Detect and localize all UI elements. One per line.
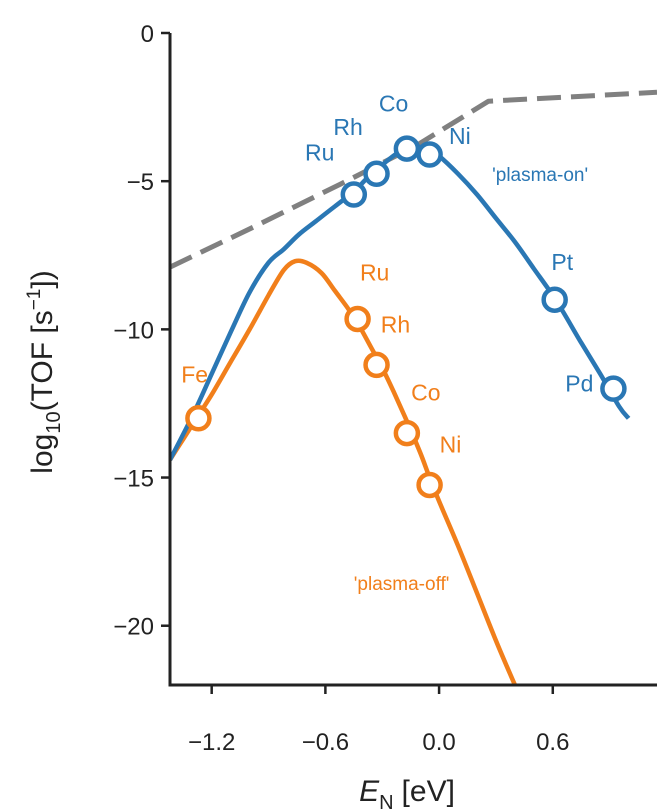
y-tick-label: −10	[113, 317, 154, 344]
point-label-plasma-off-rh: Rh	[381, 311, 410, 337]
series-annotation-plasma-off: 'plasma-off'	[354, 574, 450, 595]
x-tick-label: 0.6	[536, 729, 569, 756]
point-label-plasma-off-co: Co	[411, 379, 440, 405]
series-annotations-group: 'plasma-on' 'plasma-off'	[354, 165, 588, 595]
data-point-plasma-off-fe	[185, 405, 212, 432]
data-point-plasma-on-pd	[600, 375, 627, 402]
data-point-plasma-off-ru	[344, 305, 371, 333]
point-label-plasma-on-pd: Pd	[565, 371, 593, 397]
x-tick-label: −1.2	[188, 729, 235, 756]
point-label-plasma-on-ru: Ru	[305, 139, 334, 165]
data-point-plasma-on-ni	[416, 141, 443, 168]
point-label-plasma-off-ru: Ru	[360, 259, 389, 285]
point-label-plasma-off-ni: Ni	[440, 431, 462, 457]
y-tick-label: −20	[113, 614, 154, 641]
point-label-plasma-on-ni: Ni	[449, 123, 471, 149]
point-label-plasma-on-rh: Rh	[333, 114, 362, 140]
plasma-off-group	[170, 258, 517, 685]
series-line-plasma-off	[170, 258, 517, 685]
data-point-plasma-on-pt	[541, 286, 568, 313]
data-point-plasma-on-co	[393, 135, 421, 162]
series-annotation-plasma-on: 'plasma-on'	[492, 165, 588, 186]
x-axis-title: EN [eV]	[359, 775, 455, 811]
axes-group	[168, 33, 657, 687]
series-line-limit	[170, 89, 657, 270]
data-point-plasma-off-ni	[416, 471, 443, 499]
y-tick-label: −15	[113, 466, 154, 493]
x-tick-label: 0.0	[422, 729, 455, 756]
data-point-plasma-on-rh	[363, 160, 390, 188]
data-point-plasma-off-co	[393, 419, 421, 447]
ticks-group: 0 −5 −10 −15 −20 −1.2 −0.6 0.0 0.6	[113, 21, 569, 756]
point-label-plasma-off-fe: Fe	[181, 362, 208, 388]
y-axis-title: log10(TOF [s−1])	[24, 270, 65, 473]
y-tick-label: 0	[141, 21, 154, 48]
y-tick-label: −5	[127, 169, 154, 196]
point-label-plasma-on-pt: Pt	[551, 249, 573, 275]
x-tick-label: −0.6	[302, 729, 349, 756]
data-points-group	[185, 135, 627, 499]
limit-line-group	[170, 89, 657, 270]
point-label-plasma-on-co: Co	[379, 91, 408, 117]
data-point-plasma-off-rh	[363, 351, 390, 379]
data-point-plasma-on-ru	[340, 181, 368, 208]
